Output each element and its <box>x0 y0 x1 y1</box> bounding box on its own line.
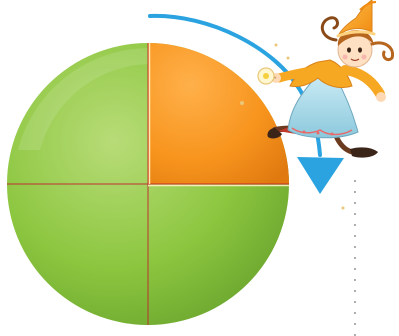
fraction-pie <box>7 43 289 325</box>
arrow-head-icon <box>297 157 344 194</box>
pie-gloss <box>18 48 148 150</box>
fairy-character-icon <box>257 0 395 158</box>
fairy-dress <box>287 77 359 139</box>
pie-shaded-quadrant <box>148 43 289 184</box>
